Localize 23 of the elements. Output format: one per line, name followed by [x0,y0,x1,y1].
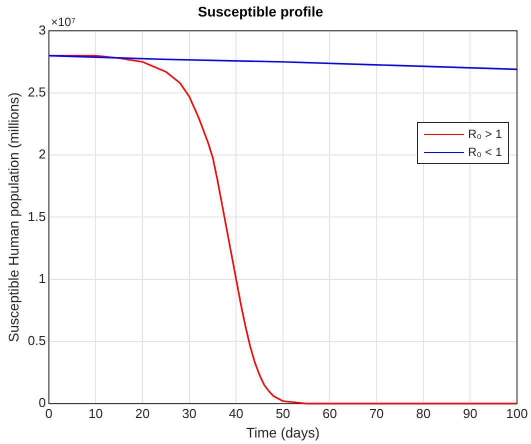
x-axis-title: Time (days) [246,424,320,440]
y-tick-label: 0 [38,395,46,410]
x-tick-label: 40 [228,406,244,421]
text: ×10⁷ [50,15,76,30]
x-tick-label: 90 [462,406,478,421]
x-tick-label: 20 [135,406,150,421]
x-tick-label: 50 [276,406,290,421]
x-tick-label: 10 [88,406,103,421]
y-axis-title: Susceptible Human population (millions) [5,92,22,342]
x-tick-label: 30 [182,406,197,421]
y-tick-label: 1.5 [28,208,46,224]
chart-title: Susceptible profile [198,3,324,20]
y-tick-label: 2.5 [28,84,46,100]
x-tick-label: 60 [322,406,337,421]
y-tick-label: 3 [38,22,46,38]
y-tick-label: 0.5 [28,333,46,348]
y-tick-label: 1 [38,270,46,286]
y-tick-label: 2 [38,146,46,162]
legend-label: R₀ < 1 [468,144,502,161]
x-tick-label: 100 [506,406,528,421]
x-tick-label: 80 [416,406,431,421]
x-tick-label: 70 [369,406,384,421]
legend-label: R₀ > 1 [468,126,502,143]
